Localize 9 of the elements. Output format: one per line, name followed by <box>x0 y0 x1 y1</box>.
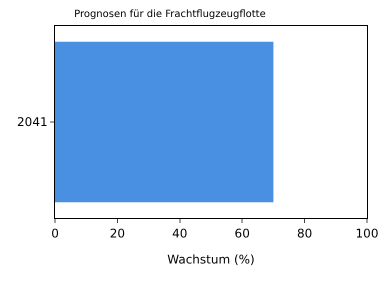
y-tick-label: 2041 <box>17 115 48 130</box>
x-tick-label: 0 <box>51 226 59 240</box>
x-tick-label: 100 <box>356 226 378 240</box>
x-tick-label: 80 <box>296 226 312 240</box>
x-axis-title: Wachstum (%) <box>167 252 255 266</box>
x-tick-label: 40 <box>172 226 188 240</box>
x-tick-label: 20 <box>110 226 126 240</box>
chart-title: Prognosen für die Frachtflugzeugflotte <box>74 8 266 20</box>
x-tick-label: 60 <box>234 226 250 240</box>
